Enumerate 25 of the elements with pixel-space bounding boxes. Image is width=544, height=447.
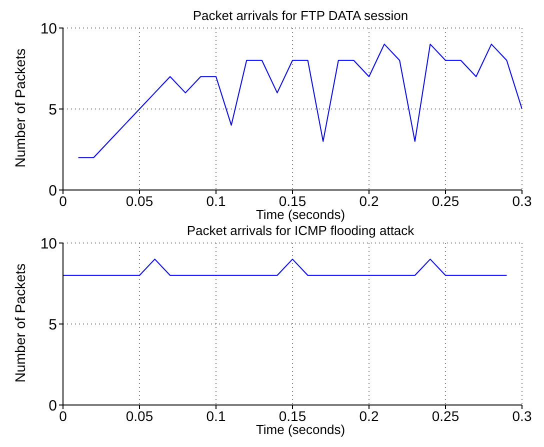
x-tick-label: 0.3 — [512, 408, 532, 424]
x-tick-label: 0.05 — [126, 408, 154, 424]
x-tick-label: 0.3 — [512, 192, 532, 209]
x-tick-label: 0 — [59, 192, 68, 209]
x-axis-title: Time (seconds) — [254, 422, 346, 437]
y-tick-label: 10 — [40, 20, 57, 38]
y-axis-title: Number of Packets — [12, 48, 28, 168]
x-tick-label: 0.2 — [359, 408, 379, 424]
x-tick-label: 0.15 — [278, 192, 306, 209]
y-axis-title: Number of Packets — [12, 263, 28, 383]
x-tick-label: 0.2 — [359, 192, 379, 209]
chart-title: Packet arrivals for ICMP flooding attack — [186, 223, 416, 238]
y-tick-label: 5 — [48, 101, 57, 118]
x-tick-label: 0.05 — [126, 192, 154, 209]
x-tick-label: 0 — [59, 408, 68, 424]
x-tick-label: 0.1 — [206, 192, 226, 209]
y-tick-label: 10 — [40, 235, 57, 252]
x-tick-label: 0.1 — [206, 408, 226, 424]
x-tick-label: 0.25 — [432, 192, 460, 209]
y-tick-label: 5 — [48, 316, 57, 334]
x-axis-title: Time (seconds) — [254, 207, 346, 222]
x-tick-label: 0.25 — [432, 408, 460, 424]
chart-title: Packet arrivals for FTP DATA session — [192, 8, 410, 23]
x-tick-label: 0.15 — [278, 408, 306, 424]
line-series — [78, 44, 522, 158]
